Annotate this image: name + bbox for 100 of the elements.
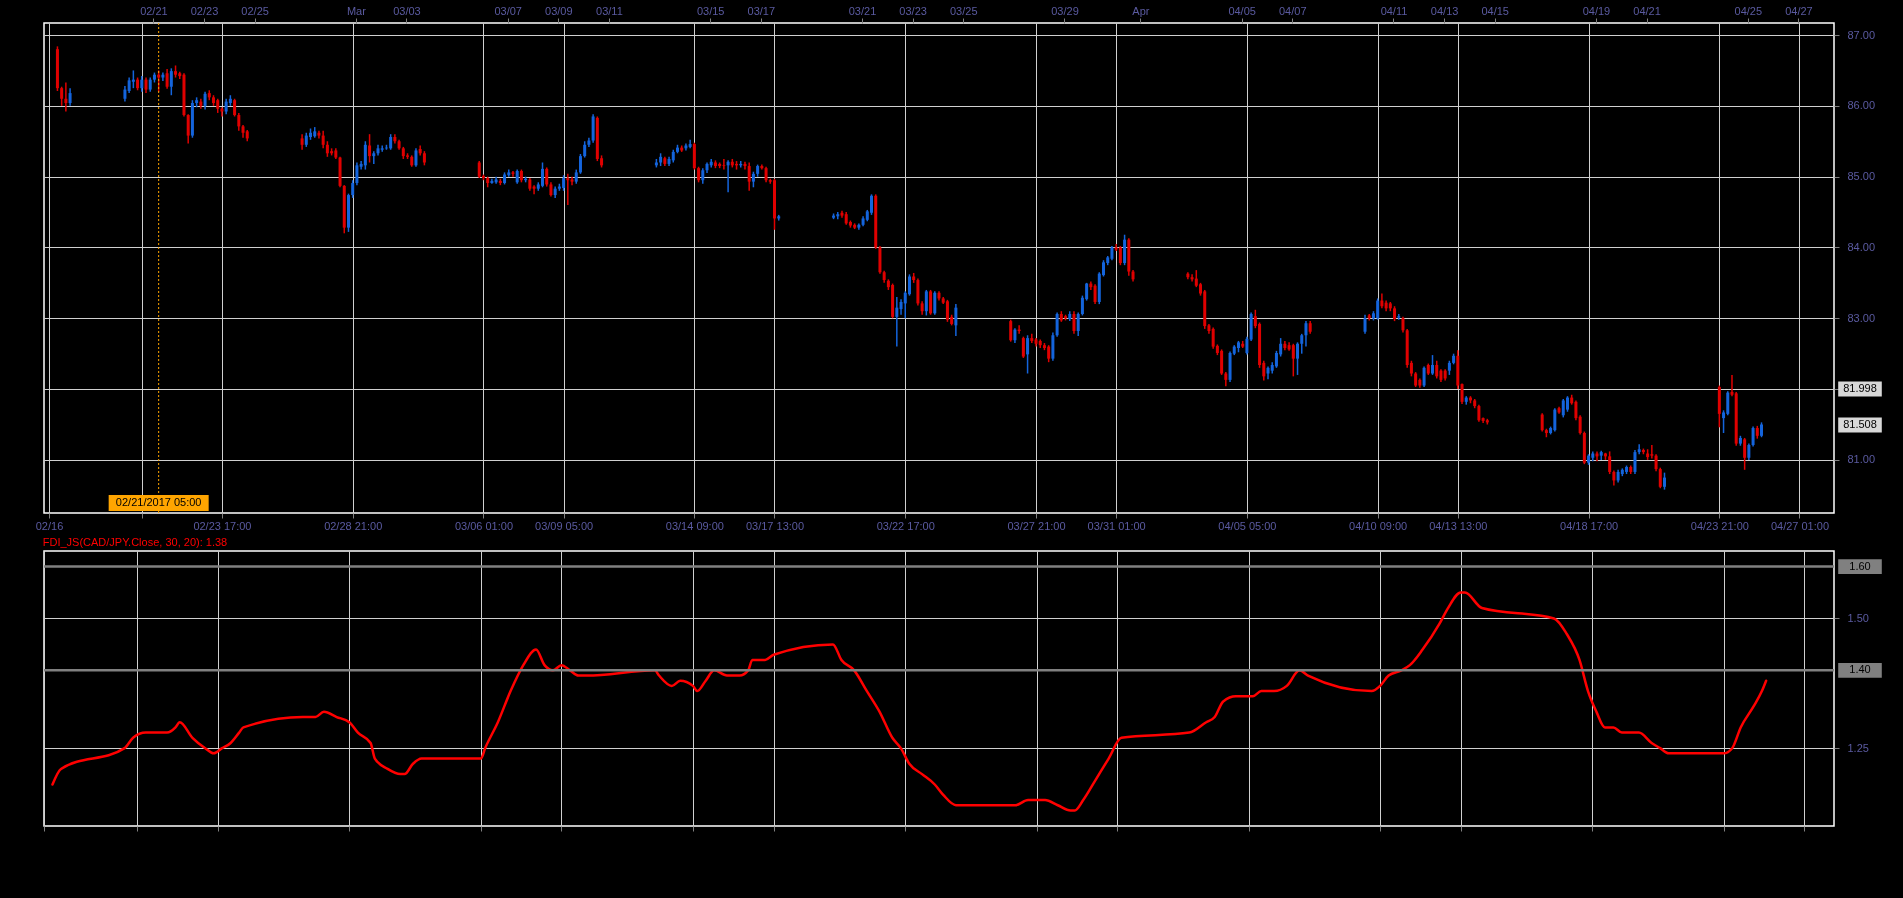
- candlestick: [1422, 365, 1426, 388]
- x-tick-label: 04/27 01:00: [1770, 519, 1830, 532]
- candlestick: [1658, 466, 1662, 489]
- candlestick: [1650, 444, 1654, 460]
- x2-tick-label: 04/25: [1734, 4, 1763, 17]
- x2-tick-label: 03/29: [1051, 4, 1079, 17]
- candlestick: [1751, 425, 1755, 448]
- candlestick: [372, 150, 376, 165]
- x-tick-label: 03/22 17:00: [876, 519, 935, 532]
- x2-tick-label: 04/27: [1785, 4, 1813, 17]
- candlestick: [1633, 449, 1637, 475]
- x2-tick-label: 03/03: [393, 4, 421, 17]
- y-tick-label: 87.00: [1847, 28, 1876, 41]
- x2-tick-label: 03/25: [949, 4, 978, 17]
- candlestick: [545, 166, 549, 188]
- x2-tick-label: 04/07: [1278, 4, 1307, 17]
- candlestick: [1296, 341, 1300, 376]
- candlestick: [924, 289, 928, 317]
- x2-tick-label: 04/11: [1380, 4, 1408, 17]
- text: 81.998: [1843, 382, 1877, 394]
- x-tick-label: 03/27 21:00: [1007, 519, 1066, 532]
- candlestick: [346, 192, 350, 233]
- candlestick: [675, 144, 679, 155]
- candlestick: [1561, 398, 1565, 419]
- candlestick: [933, 290, 937, 316]
- candlestick: [1397, 313, 1401, 321]
- x2-tick-label: 03/11: [596, 4, 623, 17]
- candlestick: [1540, 412, 1544, 433]
- candlestick: [186, 113, 190, 145]
- candlestick: [165, 68, 169, 90]
- candlestick: [1743, 437, 1747, 471]
- x-tick-label: 02/23 17:00: [193, 519, 252, 532]
- x2-tick-label: 04/13: [1430, 4, 1459, 17]
- candlestick: [870, 193, 874, 216]
- y-tick-label: 84.00: [1847, 240, 1876, 253]
- x2-tick-label: 03/07: [494, 4, 522, 17]
- candlestick: [1291, 343, 1295, 378]
- candlestick: [64, 81, 68, 113]
- candlestick: [1304, 320, 1308, 348]
- candlestick: [541, 161, 545, 189]
- candlestick: [836, 211, 840, 220]
- candlestick: [1760, 421, 1764, 438]
- candlestick: [532, 184, 536, 196]
- line-series: [51, 591, 1768, 812]
- candlestick: [1663, 471, 1666, 491]
- x2-tick-label: Apr: [1132, 4, 1150, 17]
- candlestick: [309, 127, 313, 141]
- candlestick: [212, 94, 215, 107]
- y-tick-label: 1.50: [1847, 611, 1869, 624]
- candlestick: [578, 153, 582, 175]
- y-tick-label: 86.00: [1847, 99, 1876, 112]
- x-tick-label: 04/13 13:00: [1429, 519, 1488, 532]
- candlestick: [1220, 348, 1224, 376]
- candlestick: [1055, 311, 1059, 338]
- candlestick: [157, 69, 161, 93]
- candlestick: [895, 296, 899, 348]
- x-tick-label: 03/17 13:00: [745, 519, 805, 532]
- text: 81.508: [1843, 418, 1877, 430]
- candlestick: [1460, 382, 1464, 405]
- x2-tick-label: 02/25: [241, 4, 269, 17]
- candlestick: [1118, 245, 1122, 266]
- candlestick: [1026, 334, 1030, 375]
- candlestick: [414, 147, 418, 168]
- candlestick: [1431, 354, 1435, 376]
- candlestick: [929, 289, 933, 316]
- x2-tick-label: 03/23: [899, 4, 927, 17]
- x-tick-label: 04/18 17:00: [1560, 519, 1619, 532]
- candlestick: [1123, 233, 1127, 266]
- candlestick: [1578, 414, 1582, 436]
- x-tick-label: 03/09 05:00: [535, 519, 594, 532]
- candlestick: [368, 133, 372, 164]
- candlestick: [954, 303, 958, 337]
- candlestick: [1565, 395, 1569, 413]
- candlestick: [1574, 399, 1578, 421]
- x2-tick-label: 03/17: [747, 4, 776, 17]
- x2-tick-label: Mar: [346, 4, 367, 17]
- x2-tick-label: 03/09: [545, 4, 573, 17]
- x-tick-label: 03/14 09:00: [665, 519, 724, 532]
- y-tick-label: 83.00: [1847, 311, 1876, 324]
- x-tick-label: 03/06 01:00: [454, 519, 514, 532]
- candlestick: [1021, 335, 1025, 359]
- candlestick: [1637, 443, 1641, 455]
- x-tick-label: 04/23 21:00: [1690, 519, 1749, 532]
- x2-tick-label: 04/21: [1633, 4, 1661, 17]
- x2-tick-label: 04/05: [1228, 4, 1256, 17]
- candlestick: [363, 140, 367, 171]
- x2-tick-label: 04/15: [1481, 4, 1509, 17]
- candlestick: [511, 170, 515, 178]
- candlestick: [1376, 297, 1380, 321]
- candlestick: [1076, 311, 1080, 337]
- y-tick-label: 1.25: [1847, 741, 1869, 754]
- candlestick: [1009, 318, 1013, 343]
- candlestick: [743, 161, 747, 171]
- candlestick: [1093, 283, 1097, 305]
- ref-line-label: 1.60: [1849, 559, 1871, 572]
- candlestick: [722, 158, 726, 171]
- candlestick: [1726, 390, 1730, 417]
- candlestick: [566, 173, 570, 206]
- candlestick: [1190, 273, 1194, 283]
- ref-line-label: 02/21/2017 05:00: [115, 496, 202, 508]
